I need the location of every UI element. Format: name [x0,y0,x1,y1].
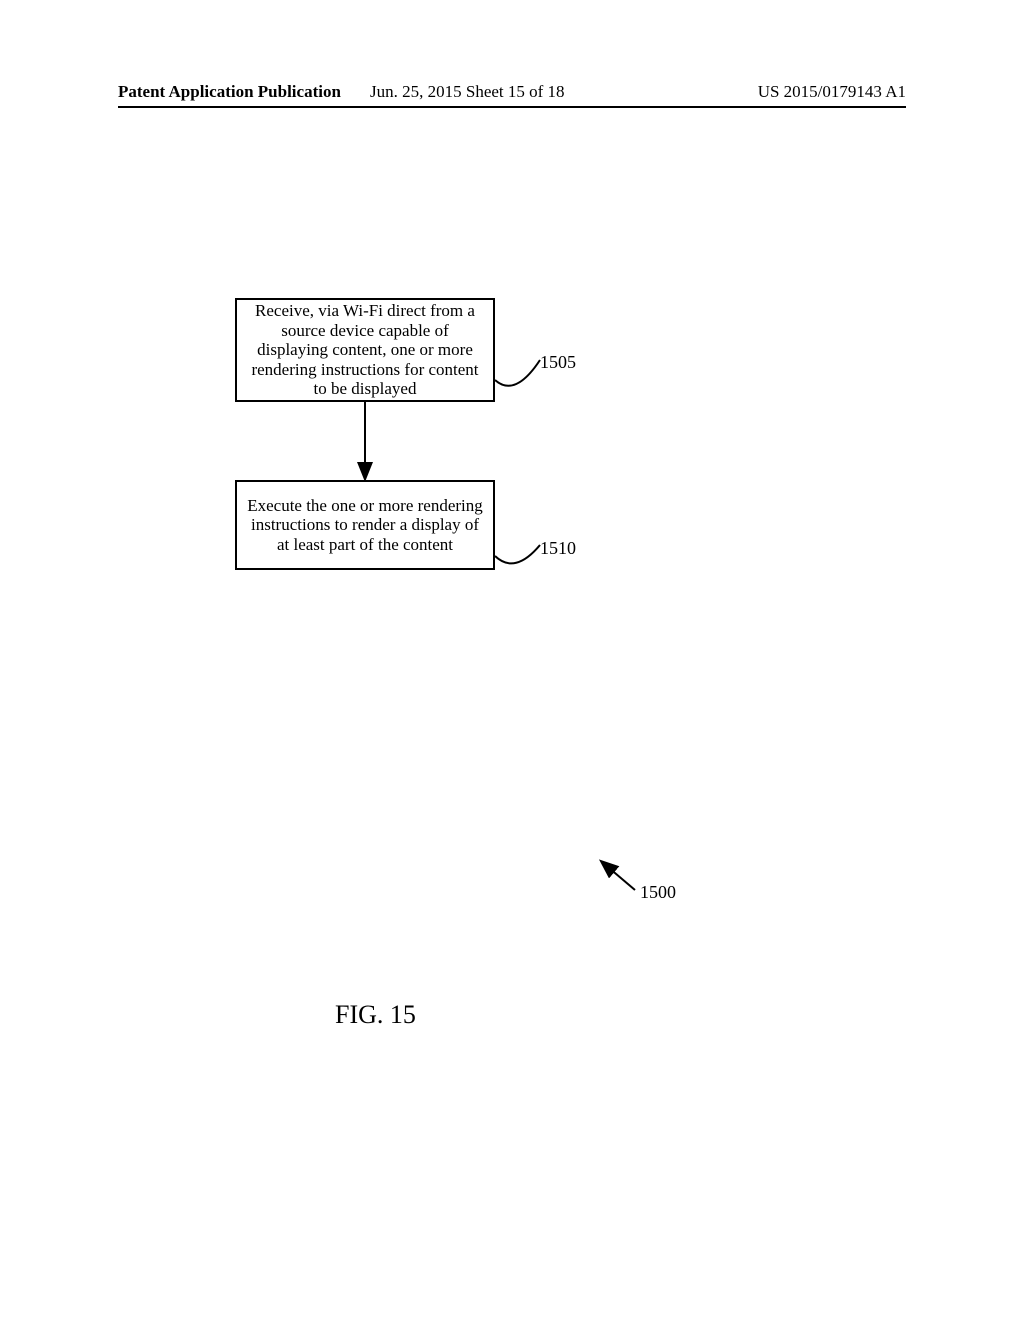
flow-node-execute: Execute the one or more rendering instru… [235,480,495,570]
figure-caption: FIG. 15 [335,1000,416,1030]
header-rule [118,106,906,108]
ref-label-1500: 1500 [640,882,676,903]
flow-node-text: Receive, via Wi-Fi direct from a source … [245,301,485,399]
ref-connector-1510 [495,545,540,563]
flow-node-receive: Receive, via Wi-Fi direct from a source … [235,298,495,402]
header-right: US 2015/0179143 A1 [758,82,906,102]
ref-label-1510: 1510 [540,538,576,559]
figure-ref-arrow [602,862,635,890]
ref-label-1505: 1505 [540,352,576,373]
page: Patent Application Publication Jun. 25, … [0,0,1024,1320]
header-left: Patent Application Publication [118,82,341,102]
flow-node-text: Execute the one or more rendering instru… [245,496,485,555]
ref-connector-1505 [495,360,540,386]
connectors-overlay [0,0,1024,1320]
header-middle: Jun. 25, 2015 Sheet 15 of 18 [370,82,565,102]
